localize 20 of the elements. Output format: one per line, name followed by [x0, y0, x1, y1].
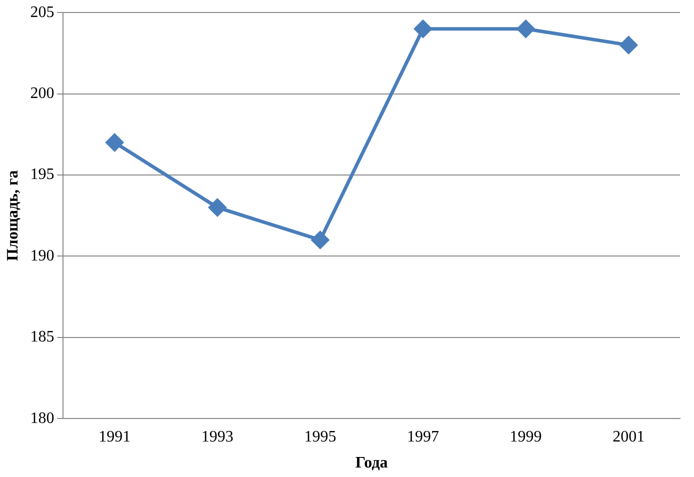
y-tick-label: 195: [30, 166, 54, 184]
x-tick-label: 1995: [304, 428, 336, 446]
x-tick-label: 1991: [98, 428, 131, 446]
point: [208, 198, 226, 216]
y-tick-label: 180: [30, 410, 54, 427]
x-tick-label: 1993: [201, 428, 234, 446]
y-axis-title: Площадь, га: [4, 170, 22, 261]
point: [311, 231, 329, 249]
point: [517, 20, 535, 38]
point: [106, 134, 124, 152]
point: [620, 36, 638, 54]
y-tick-label: 185: [30, 328, 54, 346]
y-tick-label: 205: [30, 4, 54, 21]
x-axis-title: Года: [355, 454, 388, 472]
x-tick-label: 1999: [510, 428, 542, 446]
y-tick-label: 200: [30, 85, 54, 102]
point: [414, 20, 432, 38]
x-tick-label: 1997: [407, 428, 439, 446]
x-tick-label: 2001: [612, 428, 645, 446]
y-tick-label: 190: [30, 247, 54, 264]
